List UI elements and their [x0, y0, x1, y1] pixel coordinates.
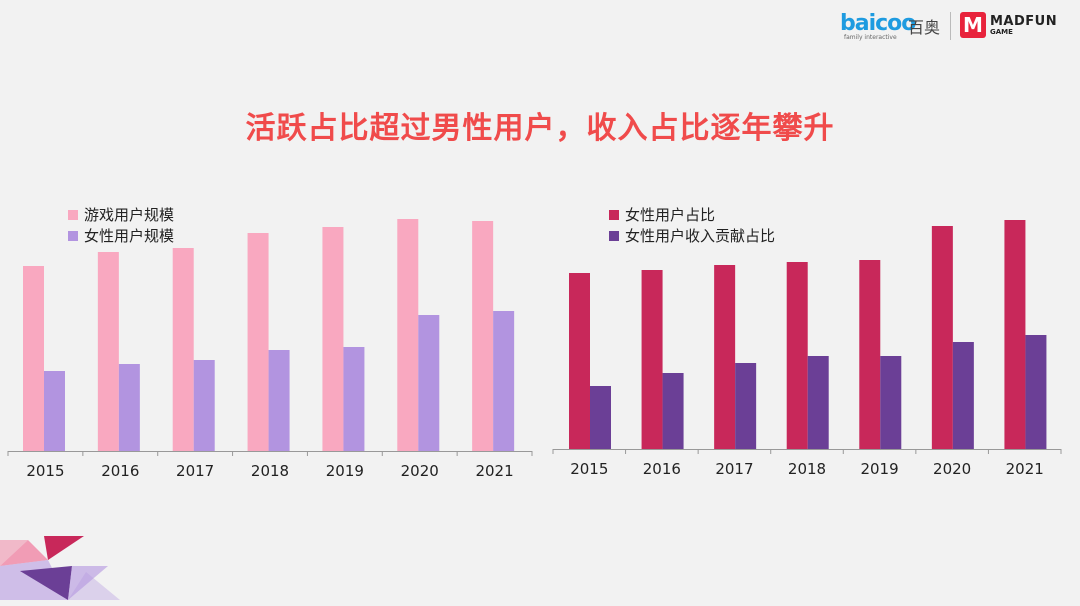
bar-2-s2-2021 — [1025, 335, 1047, 449]
decor-triangle-2 — [0, 540, 48, 566]
bar-2-s1-2020 — [931, 226, 953, 449]
bar-1-s1-2020 — [397, 219, 419, 451]
bar-2-s2-2019 — [880, 356, 902, 449]
bar-2-s1-2017 — [714, 265, 736, 449]
bar-1-s2-2017 — [193, 360, 215, 451]
x-tick-label-1-2019: 2019 — [326, 462, 364, 480]
x-tick-label-2-2021: 2021 — [1006, 460, 1044, 478]
legend-swatch-2-2 — [609, 231, 619, 241]
decor-triangle-5 — [20, 566, 72, 600]
x-tick-label-2-2016: 2016 — [643, 460, 681, 478]
bar-1-s2-2018 — [268, 350, 290, 451]
bar-2-s1-2021 — [1004, 220, 1026, 449]
x-tick-label-1-2018: 2018 — [251, 462, 289, 480]
bar-1-s2-2021 — [493, 311, 515, 451]
bar-2-s1-2018 — [786, 262, 808, 449]
baicoo-cn-logo: 百奥 — [908, 18, 941, 37]
bar-2-s1-2019 — [859, 260, 881, 449]
x-tick-label-1-2016: 2016 — [101, 462, 139, 480]
legend-swatch-1-1 — [68, 210, 78, 220]
x-tick-label-2-2018: 2018 — [788, 460, 826, 478]
madfun-logo: MADFUN — [990, 14, 1058, 29]
bar-2-s2-2018 — [807, 356, 829, 449]
bar-2-s2-2017 — [735, 363, 757, 449]
bar-2-s2-2016 — [662, 373, 684, 449]
decor-triangle-3 — [44, 536, 84, 560]
x-tick-label-2-2015: 2015 — [570, 460, 608, 478]
x-tick-label-1-2017: 2017 — [176, 462, 214, 480]
decor-triangle-7 — [68, 572, 120, 600]
bar-1-s1-2021 — [472, 221, 494, 451]
baicoo-tagline: family interactive — [844, 34, 897, 41]
bar-1-s2-2016 — [118, 364, 140, 451]
bar-2-s2-2020 — [952, 342, 974, 449]
x-tick-label-1-2020: 2020 — [401, 462, 439, 480]
bar-1-s1-2016 — [97, 252, 119, 451]
decor-triangle-6 — [68, 566, 108, 600]
bar-1-s2-2015 — [44, 371, 65, 451]
bar-2-s1-2015 — [569, 273, 590, 449]
legend-label-2-2: 女性用户收入贡献占比 — [625, 227, 775, 245]
bar-1-s1-2017 — [172, 248, 194, 451]
brand-logos: baicoo 百奥 family interactive M MADFUN GA… — [840, 8, 1070, 44]
legend-label-1-2: 女性用户规模 — [84, 227, 174, 245]
page-title: 活跃占比超过男性用户，收入占比逐年攀升 — [245, 111, 835, 146]
x-tick-label-1-2021: 2021 — [475, 462, 513, 480]
bar-1-s2-2019 — [343, 347, 365, 451]
bar-2-s1-2016 — [641, 270, 663, 449]
madfun-mark-icon: M — [960, 12, 986, 38]
bar-1-s1-2018 — [247, 233, 269, 451]
x-tick-label-2-2020: 2020 — [933, 460, 971, 478]
bar-1-s1-2019 — [322, 227, 344, 451]
legend-label-1-1: 游戏用户规模 — [84, 206, 174, 224]
legend-label-2-1: 女性用户占比 — [625, 206, 715, 224]
bar-1-s2-2020 — [418, 315, 440, 451]
madfun-game-label: GAME — [990, 28, 1013, 36]
x-tick-label-2-2017: 2017 — [715, 460, 753, 478]
x-tick-label-2-2019: 2019 — [860, 460, 898, 478]
legend-swatch-2-1 — [609, 210, 619, 220]
logo-divider — [950, 12, 951, 40]
x-tick-label-1-2015: 2015 — [26, 462, 64, 480]
legend-swatch-1-2 — [68, 231, 78, 241]
bar-1-s1-2015 — [23, 266, 44, 451]
bar-2-s2-2015 — [590, 386, 611, 449]
baicoo-logo: baicoo — [840, 11, 916, 36]
